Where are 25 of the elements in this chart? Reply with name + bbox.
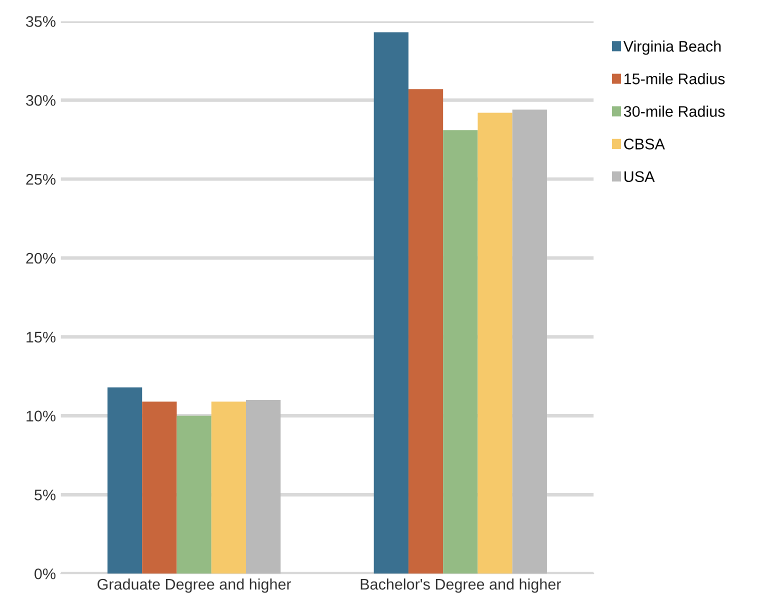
bar — [246, 400, 281, 574]
bar — [107, 387, 142, 574]
y-tick-label: 15% — [26, 332, 56, 343]
y-tick-label: 20% — [26, 252, 56, 264]
legend-label: CBSA — [624, 138, 665, 150]
x-tick-label: Bachelor's Degree and higher — [360, 578, 561, 593]
bar — [478, 112, 512, 574]
bar — [142, 402, 177, 574]
bar — [374, 32, 408, 574]
y-tick-label: 25% — [26, 174, 56, 185]
y-tick-label: 5% — [34, 490, 56, 500]
y-tick-label: 35% — [26, 16, 56, 27]
legend-label: Virginia Beach — [623, 40, 721, 55]
legend-label: 30-mile Radius — [624, 106, 725, 117]
y-tick-label: 10% — [26, 410, 56, 422]
legend-label: 15-mile Radius — [624, 73, 725, 84]
bar — [176, 416, 212, 574]
legend-label: USA — [624, 171, 655, 182]
y-tick-label: 0% — [34, 568, 56, 580]
bar — [211, 402, 246, 574]
bar — [443, 130, 478, 574]
bar — [408, 89, 444, 574]
bar — [512, 110, 547, 574]
x-tick-label: Graduate Degree and higher — [98, 578, 292, 593]
y-tick-label: 30% — [26, 95, 56, 106]
